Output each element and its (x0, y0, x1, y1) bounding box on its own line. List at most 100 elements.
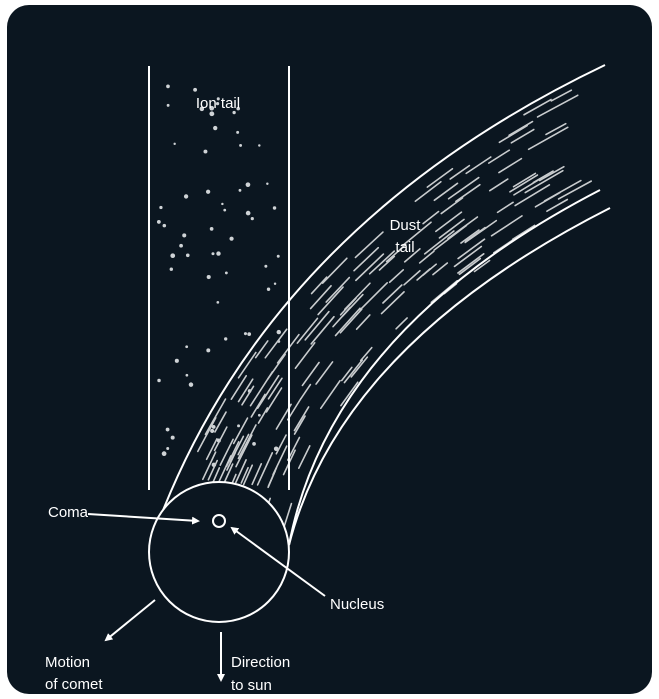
ion-dot (210, 428, 215, 434)
dust-streak (283, 502, 293, 528)
ion-dot (170, 435, 175, 440)
dust-streak (325, 276, 351, 303)
dust-streak (447, 216, 479, 240)
ion-dot (232, 110, 236, 115)
direction-label: to sun (231, 677, 272, 694)
dust-streak (343, 282, 371, 311)
ion-dot (221, 202, 224, 206)
ion-dot (173, 142, 176, 146)
ion-dot (237, 424, 241, 428)
motion-label: of comet (45, 676, 103, 693)
dust-streak (509, 174, 539, 193)
dust-streak (219, 438, 234, 466)
dust-streak (213, 426, 228, 452)
dust-streak (496, 201, 514, 214)
ion-dot (206, 275, 211, 280)
dust-streak (354, 231, 384, 259)
dust-streak (510, 128, 535, 144)
nucleus-label: Nucleus (330, 596, 384, 613)
dust-streak (508, 120, 534, 137)
dust-streak (251, 463, 263, 486)
dust-streak (267, 466, 278, 488)
ion-dot (213, 125, 218, 131)
dust-streak (422, 210, 440, 225)
ion-dot (216, 251, 221, 256)
dust-streak (449, 164, 471, 180)
dust-streak (237, 351, 257, 379)
ion-dot (216, 97, 220, 101)
dust-streak (543, 179, 582, 202)
dust-streak (395, 317, 408, 330)
ion-dot (273, 282, 277, 286)
ion-dot (188, 382, 194, 387)
dust-streak (294, 342, 316, 370)
direction-label: Direction (231, 654, 290, 671)
ion-dot (169, 267, 174, 271)
dust-streak (532, 170, 554, 184)
arrow (87, 513, 200, 525)
dust-streak (241, 385, 255, 406)
ion-dot (272, 206, 277, 210)
dust-streak (237, 424, 257, 460)
dust-streak (250, 393, 266, 418)
ion-dot (215, 102, 220, 106)
dust-streak (460, 229, 480, 244)
ion-dot (236, 106, 241, 111)
ion-dot (257, 413, 261, 417)
dust-streak (438, 218, 465, 239)
dust-streak (368, 250, 396, 275)
dust-tail-edge (149, 64, 606, 546)
dust-streak (234, 459, 247, 484)
coma-label: Coma (48, 504, 89, 521)
ion-dot (252, 442, 256, 446)
dust-streak (319, 379, 341, 410)
ion-dot (165, 427, 170, 432)
ion-dot (166, 447, 170, 450)
dust-streak (249, 371, 274, 407)
dust-streak (343, 359, 364, 384)
ion-dot (211, 252, 215, 256)
dust-streak (523, 98, 552, 116)
dust-streak (380, 291, 405, 315)
dust-streak (232, 417, 249, 445)
ion-dot (209, 105, 215, 111)
ion-dot (258, 144, 261, 147)
dust-streak (254, 340, 269, 359)
dust-streak (237, 433, 250, 456)
ion-dot (179, 243, 183, 248)
nucleus (212, 514, 226, 528)
ion-dot (273, 446, 279, 451)
ion-dot (245, 182, 251, 188)
dust-streak (378, 255, 396, 271)
dust-streak (498, 157, 523, 174)
dust-streak (267, 377, 283, 400)
ion-dot (266, 182, 269, 186)
dust-streak (304, 310, 330, 341)
panel (7, 5, 652, 694)
ion-dot (236, 130, 240, 134)
ion-dot (156, 220, 161, 224)
ion-dot (266, 287, 271, 291)
dust-streak (334, 307, 361, 337)
dust-streak (315, 361, 334, 385)
ion-tail-label: Ion tail (196, 95, 240, 112)
dust-streak (317, 286, 344, 316)
dust-streak (321, 257, 348, 284)
dust-streak (426, 167, 454, 188)
dust-streak (511, 224, 536, 241)
dust-streak (197, 416, 217, 453)
dust-streak (256, 374, 280, 410)
ion-dot (185, 345, 189, 349)
dust-streak (490, 215, 523, 237)
dust-streak (353, 246, 380, 272)
dust-streak (457, 253, 485, 274)
dust-streak (512, 172, 537, 188)
dust-streak (207, 459, 219, 481)
dust-streak (340, 366, 353, 382)
dust-tail-label: tail (395, 239, 414, 256)
ion-dot (238, 188, 242, 192)
dust-streak (225, 441, 240, 468)
dust-streak (382, 284, 403, 304)
